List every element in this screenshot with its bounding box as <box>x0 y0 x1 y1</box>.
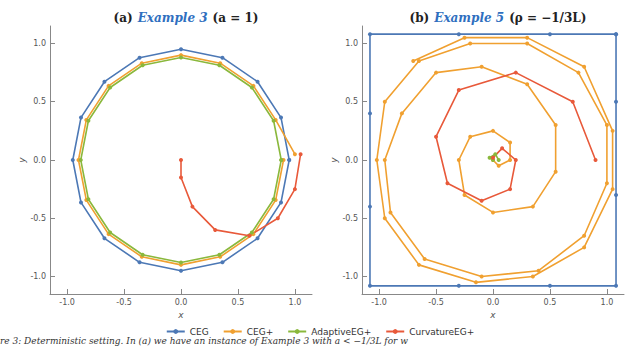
svg-text:-0.5: -0.5 <box>428 298 444 307</box>
svg-text:0.5: 0.5 <box>345 97 358 106</box>
svg-text:Example 3: Example 3 <box>137 11 208 25</box>
svg-text:0.5: 0.5 <box>33 97 46 106</box>
svg-text:-1.0: -1.0 <box>371 298 387 307</box>
svg-text:-1.0: -1.0 <box>59 298 75 307</box>
svg-text:0.5: 0.5 <box>544 298 557 307</box>
svg-text:0.0: 0.0 <box>345 156 358 165</box>
svg-text:1.0: 1.0 <box>601 298 614 307</box>
svg-text:(a = 1): (a = 1) <box>213 11 259 25</box>
svg-text:1.0: 1.0 <box>33 39 46 48</box>
svg-text:-1.0: -1.0 <box>342 272 358 281</box>
svg-text:-0.5: -0.5 <box>116 298 132 307</box>
svg-text:-0.5: -0.5 <box>342 214 358 223</box>
svg-text:(a): (a) <box>114 11 133 25</box>
svg-text:0.0: 0.0 <box>487 298 500 307</box>
svg-text:re 3: Deterministic setting. I: re 3: Deterministic setting. In (a) we h… <box>0 336 408 346</box>
svg-text:y: y <box>17 157 27 164</box>
svg-text:CEG: CEG <box>190 327 209 337</box>
svg-text:CurvatureEG+: CurvatureEG+ <box>409 327 474 337</box>
svg-text:x: x <box>177 310 184 320</box>
svg-text:0.0: 0.0 <box>175 298 188 307</box>
svg-text:CEG+: CEG+ <box>247 327 274 337</box>
svg-text:AdaptiveEG+: AdaptiveEG+ <box>311 327 371 337</box>
svg-text:0.5: 0.5 <box>232 298 245 307</box>
svg-text:-1.0: -1.0 <box>30 272 46 281</box>
svg-text:(ρ = −1/3L): (ρ = −1/3L) <box>509 11 586 25</box>
svg-text:x: x <box>489 310 496 320</box>
svg-text:-0.5: -0.5 <box>30 214 46 223</box>
svg-text:Example 5: Example 5 <box>433 11 504 25</box>
svg-text:0.0: 0.0 <box>33 156 46 165</box>
svg-text:1.0: 1.0 <box>345 39 358 48</box>
svg-text:y: y <box>329 157 339 164</box>
svg-text:1.0: 1.0 <box>289 298 302 307</box>
svg-text:(b): (b) <box>410 11 430 25</box>
